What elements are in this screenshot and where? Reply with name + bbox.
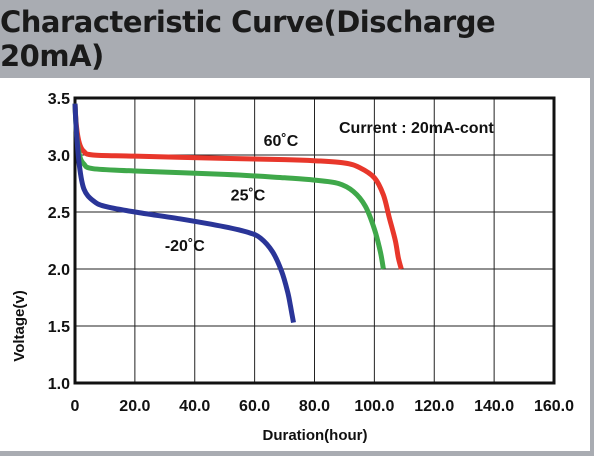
y-tick-labels: 1.0 1.5 2.0 2.5 3.0 3.5 xyxy=(48,91,70,393)
series-line-25c xyxy=(72,103,386,270)
x-tick-label: 140.0 xyxy=(474,398,514,415)
x-tick-label: 100.0 xyxy=(354,398,394,415)
series-label: 60˚C xyxy=(264,133,299,150)
y-tick-label: 1.0 xyxy=(48,376,70,393)
x-tick-label: 60.0 xyxy=(239,398,270,415)
y-tick-label: 2.5 xyxy=(48,205,70,222)
series-line-60c xyxy=(72,103,404,270)
y-axis-label: Voltage(v) xyxy=(11,290,28,361)
curves xyxy=(72,103,404,324)
bottom-border xyxy=(0,451,594,456)
grid xyxy=(75,98,554,383)
y-tick-label: 1.5 xyxy=(48,319,70,336)
x-tick-label: 0 xyxy=(71,398,80,415)
x-tick-label: 40.0 xyxy=(179,398,210,415)
current-annotation: Current : 20mA-cont xyxy=(339,120,494,137)
y-tick-label: 2.0 xyxy=(48,262,70,279)
x-tick-label: 20.0 xyxy=(119,398,150,415)
x-tick-labels: 0 20.0 40.0 60.0 80.0 100.0 120.0 140.0 160.0 xyxy=(71,398,575,415)
x-tick-label: 120.0 xyxy=(414,398,454,415)
x-tick-label: 80.0 xyxy=(299,398,330,415)
series-labels: 60˚C 25˚C -20˚C xyxy=(165,133,299,255)
series-label: 25˚C xyxy=(231,188,266,205)
chart-title-banner: Characteristic Curve(Discharge 20mA) xyxy=(0,0,594,78)
series-label: -20˚C xyxy=(165,238,205,255)
y-tick-label: 3.5 xyxy=(48,91,70,108)
right-border xyxy=(590,78,594,451)
discharge-chart: 0 20.0 40.0 60.0 80.0 100.0 120.0 140.0 160.0 1.… xyxy=(11,91,575,444)
x-axis-label: Duration(hour) xyxy=(263,427,368,444)
series-line--20c xyxy=(72,103,296,324)
x-tick-label: 160.0 xyxy=(534,398,574,415)
chart-title: Characteristic Curve(Discharge 20mA) xyxy=(0,5,496,73)
plot-frame xyxy=(73,96,556,385)
y-tick-label: 3.0 xyxy=(48,148,70,165)
